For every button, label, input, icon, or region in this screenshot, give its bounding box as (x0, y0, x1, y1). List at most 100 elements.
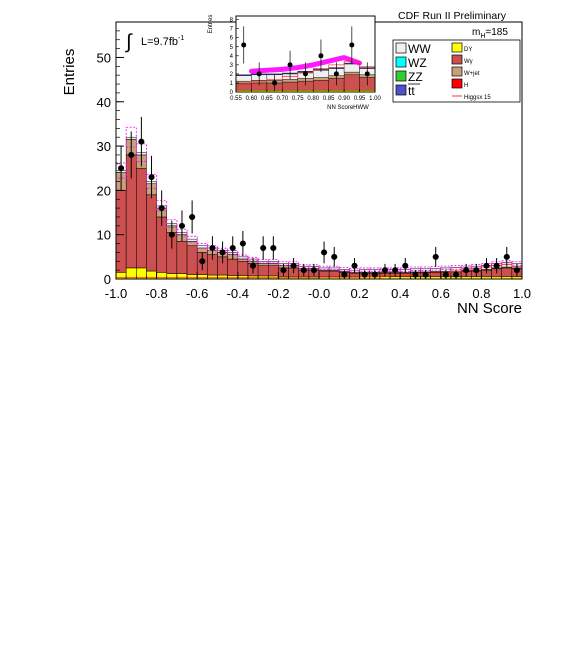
inset-bar-W+jet (282, 79, 298, 83)
bar-Wγ (115, 190, 127, 273)
inset-y-tick-label: 1 (230, 81, 234, 87)
bar-Wγ (237, 261, 249, 276)
inset-bar-Wγ (343, 74, 360, 91)
legend-label: Higgsx 15 (464, 95, 491, 101)
data-point (199, 258, 206, 265)
inset-bar-W+jet (235, 80, 252, 85)
data-point (250, 262, 257, 269)
inset-data-point (364, 71, 370, 77)
data-point (381, 267, 388, 274)
x-tick-label: 0.6 (432, 286, 450, 301)
inset-y-tick-label: 6 (230, 36, 234, 42)
inset-y-tick-label: 5 (230, 45, 234, 51)
data-point (148, 174, 155, 181)
inset-bar-W+jet (313, 77, 329, 81)
bar-Wγ (146, 194, 157, 272)
data-point (513, 267, 520, 274)
inset-x-tick-label: 0.55 (230, 96, 242, 102)
main-stack-histogram (115, 136, 523, 280)
integral-symbol: ∫ (125, 31, 133, 53)
legend-swatch (395, 42, 407, 54)
bar-W+jet (237, 258, 249, 262)
uncertainty-band-bin (186, 235, 198, 243)
y-tick-label: 0 (104, 272, 111, 287)
bar-DY (166, 273, 178, 280)
data-point (341, 271, 348, 278)
main-axes: -1.0 -0.8 -0.6 -0.4 -0.2 -0.0 0.2 0.4 0.6 0.8 1.00… (97, 21, 531, 301)
bar-W+jet (186, 241, 198, 247)
data-point (351, 262, 358, 269)
x-tick-label: -0.0 (308, 286, 330, 301)
bar-DY (217, 274, 228, 280)
data-point (493, 262, 500, 269)
inset-data-point (303, 71, 308, 77)
inset-axes: 0.55 0.60 0.65 0.70 0.75 0.80 0.85 0.90 0.95 1.00… (230, 18, 382, 102)
x-tick-label: -0.2 (267, 286, 289, 301)
data-point (209, 244, 216, 251)
data-point (189, 213, 196, 220)
bar-Wγ (349, 272, 360, 278)
inset-x-tick-label: 0.90 (338, 96, 350, 102)
bar-Wγ (318, 270, 330, 278)
main-data-points (118, 116, 520, 279)
inset-bar-Wγ (235, 83, 252, 91)
legend-swatch (395, 70, 407, 82)
y-tick-label: 20 (97, 183, 111, 198)
data-point (361, 271, 368, 278)
y-axis-label: Entries (61, 49, 78, 96)
bar-Wγ (227, 258, 239, 276)
inset-y-tick-label: 3 (230, 63, 234, 69)
inset-data-point (256, 71, 262, 77)
bar-Wγ (186, 245, 198, 275)
inset-y-tick-label: 0 (230, 90, 234, 96)
bar-Wγ (268, 265, 279, 277)
bar-DY (207, 274, 218, 280)
inset-bar-tt (235, 74, 252, 76)
data-point (128, 151, 135, 158)
bar-Wγ (501, 267, 513, 278)
data-point (503, 253, 510, 260)
data-point (168, 231, 175, 238)
x-tick-label: -1.0 (105, 286, 127, 301)
data-point (260, 244, 267, 251)
inset-data-point (241, 42, 247, 48)
bar-WW (196, 245, 208, 249)
inset-y-tick-label: 8 (230, 18, 234, 24)
data-point (331, 253, 338, 260)
inset-x-tick-label: 1.00 (369, 96, 381, 102)
bar-W+jet (257, 263, 269, 266)
data-point (483, 262, 490, 269)
inset-bar-WW (235, 75, 252, 82)
chart-title: CDF Run II Preliminary (398, 10, 507, 22)
data-point (239, 240, 246, 247)
data-point (229, 244, 236, 251)
inset-data-point (349, 42, 355, 48)
legend-swatch (395, 84, 407, 96)
data-point (280, 267, 287, 274)
x-tick-label: 0.2 (351, 286, 369, 301)
bar-Wγ (257, 265, 269, 277)
x-tick-label: -0.4 (227, 286, 249, 301)
data-point (463, 267, 470, 274)
data-point (392, 267, 399, 274)
legend-label: W+jet (464, 71, 480, 77)
data-point (310, 267, 317, 274)
legend-label: WW (408, 42, 431, 56)
x-axis-label: NN Score (457, 300, 522, 317)
inset-x-axis-label: NN ScoreHWW (327, 105, 369, 111)
x-tick-label: 0.8 (472, 286, 490, 301)
data-point (321, 249, 328, 256)
legend-swatch (395, 56, 407, 68)
bar-W+jet (268, 263, 279, 266)
legend-label: tt (408, 84, 415, 98)
bar-Wγ (176, 241, 188, 274)
data-point (402, 262, 409, 269)
y-tick-label: 40 (97, 95, 111, 110)
data-point (371, 271, 378, 278)
luminosity-label: L=9.7fb-1 (141, 35, 184, 48)
data-point (219, 249, 226, 256)
data-point (300, 267, 307, 274)
inset-x-tick-label: 0.85 (323, 96, 335, 102)
